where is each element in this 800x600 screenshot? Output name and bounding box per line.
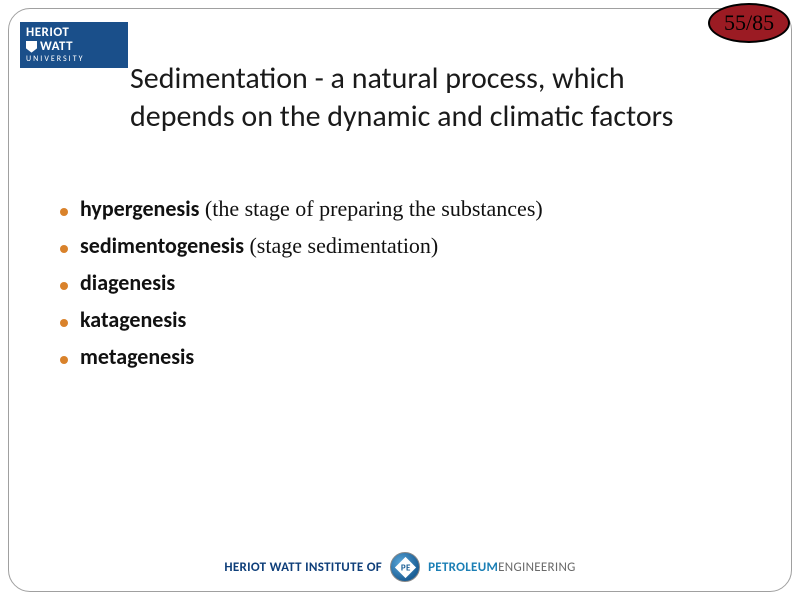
bullet-text: hypergenesis (the stage of preparing the… bbox=[80, 195, 543, 222]
shield-icon bbox=[26, 41, 37, 53]
slide-title: Sedimentation - a natural process, which… bbox=[130, 60, 720, 135]
bullet-text: metagenesis bbox=[80, 343, 194, 370]
bullet-icon bbox=[60, 208, 68, 216]
list-item: metagenesis bbox=[60, 343, 740, 370]
footer-right: PETROLEUMENGINEERING bbox=[428, 560, 576, 575]
bullet-text: sedimentogenesis (stage sedimentation) bbox=[80, 232, 438, 259]
footer-left: HERIOT WATT INSTITUTE OF bbox=[224, 560, 382, 575]
list-item: sedimentogenesis (stage sedimentation) bbox=[60, 232, 740, 259]
list-item: diagenesis bbox=[60, 269, 740, 296]
bullet-icon bbox=[60, 282, 68, 290]
bullet-list: hypergenesis (the stage of preparing the… bbox=[60, 195, 740, 380]
bullet-icon bbox=[60, 356, 68, 364]
bullet-icon bbox=[60, 319, 68, 327]
bullet-text: diagenesis bbox=[80, 269, 175, 296]
bullet-icon bbox=[60, 245, 68, 253]
page-current: 55 bbox=[724, 10, 746, 36]
list-item: katagenesis bbox=[60, 306, 740, 333]
list-item: hypergenesis (the stage of preparing the… bbox=[60, 195, 740, 222]
page-number-badge: 55/85 bbox=[708, 3, 790, 43]
logo-line2: WATT bbox=[26, 40, 122, 54]
logo-line3: UNIVERSITY bbox=[26, 55, 122, 63]
institute-logo-icon: PE bbox=[390, 552, 420, 582]
university-logo: HERIOT WATT UNIVERSITY bbox=[20, 22, 128, 68]
footer: HERIOT WATT INSTITUTE OF PE PETROLEUMENG… bbox=[0, 552, 800, 582]
page-total: 85 bbox=[752, 10, 774, 36]
logo-line1: HERIOT bbox=[26, 26, 122, 40]
bullet-text: katagenesis bbox=[80, 306, 186, 333]
